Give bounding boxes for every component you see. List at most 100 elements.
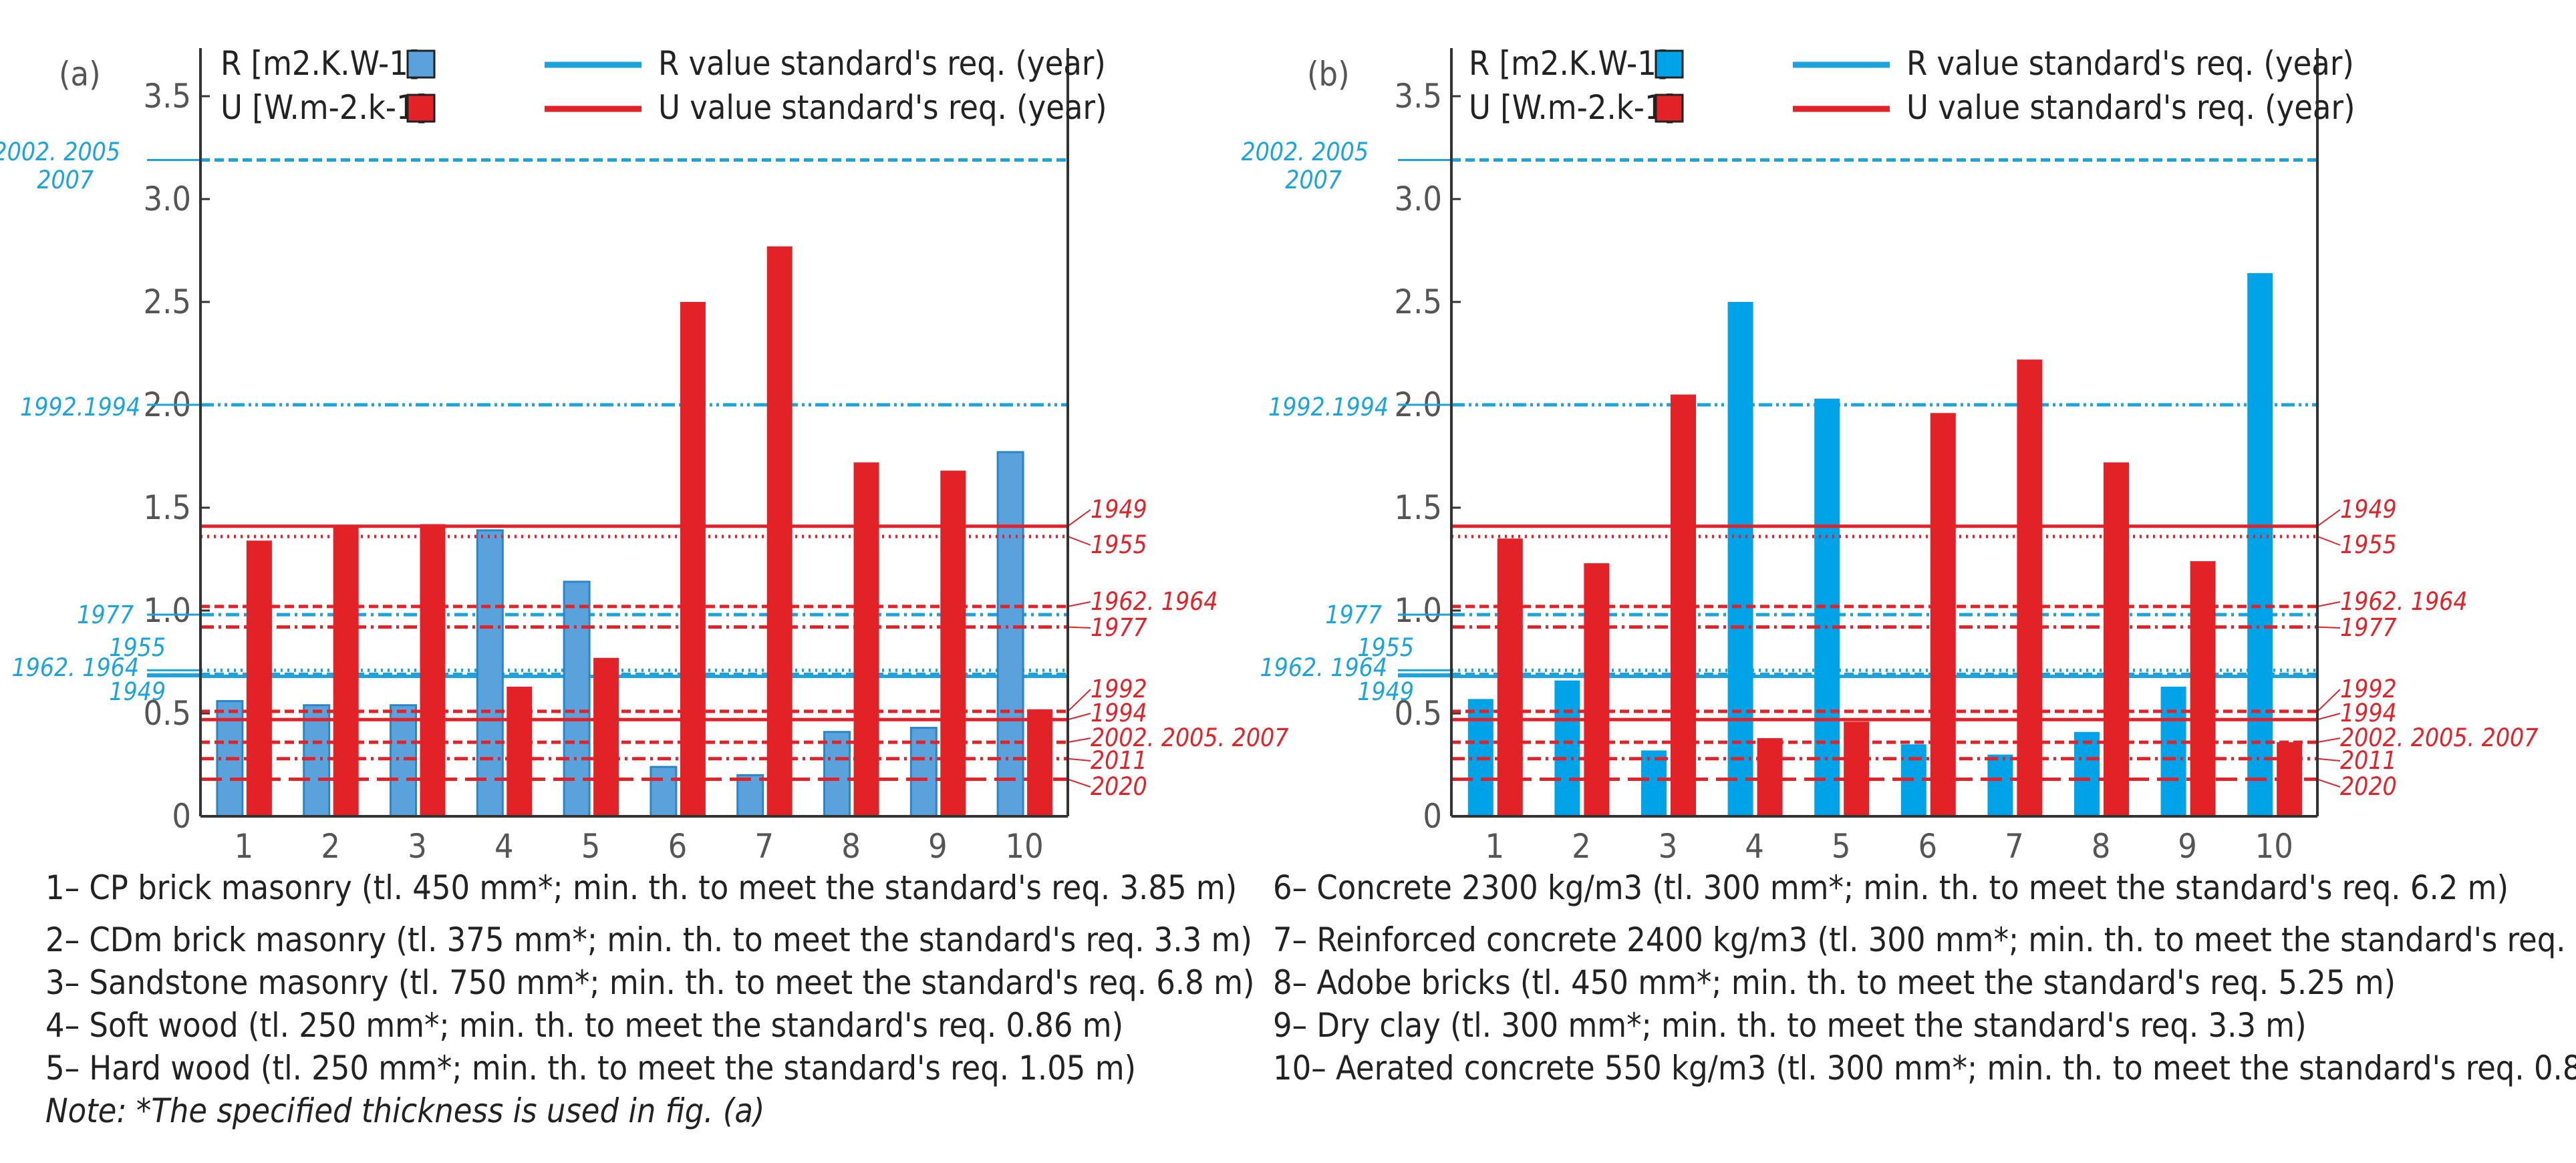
u-bar xyxy=(593,657,619,816)
panel-a: (a)00.51.01.52.02.53.03.51 2 3 4 5 6 7 8 9 101949… xyxy=(0,44,1288,866)
x-tick-label: 7 xyxy=(754,827,774,866)
legend-r-label: R [m2.K.W-1] xyxy=(221,44,420,83)
x-tick-label: 1 xyxy=(1485,827,1504,866)
y-tick-label: 1.5 xyxy=(143,488,191,527)
r-bar xyxy=(390,704,417,818)
u-bar xyxy=(420,524,446,816)
r-reference-label: 1977 xyxy=(77,601,134,629)
u-label-leader xyxy=(1067,509,1091,527)
x-tick-label: 4 xyxy=(494,827,514,866)
r-reference-label: 1955 xyxy=(1357,633,1414,662)
u-reference-label: 1992 xyxy=(2340,675,2397,703)
u-label-leader xyxy=(1067,689,1091,712)
r-reference-label: 1992.1994 xyxy=(20,393,140,422)
u-bar xyxy=(940,470,966,816)
u-reference-label: 1949 xyxy=(2340,495,2397,524)
r-bar xyxy=(2160,686,2186,816)
x-tick-label: 7 xyxy=(2005,827,2024,866)
u-reference-label: 1962. 1964 xyxy=(1091,587,1218,616)
panel-b: (b)00.51.01.52.02.53.03.51 2 3 4 5 6 7 8 9 101949… xyxy=(1241,44,2538,866)
u-reference-label: 1992 xyxy=(1091,675,1147,703)
u-label-leader xyxy=(1067,536,1091,546)
y-tick-label: 3.0 xyxy=(1394,180,1442,218)
legend-r-swatch xyxy=(406,49,436,79)
u-bar xyxy=(1027,709,1053,816)
r-bar xyxy=(1727,302,1753,816)
panel-label: (a) xyxy=(59,55,101,94)
legend-r-swatch xyxy=(1655,49,1684,79)
u-label-leader xyxy=(2317,713,2341,721)
legend: R [m2.K.W-1] U [W.m-2.k-1] R value standar… xyxy=(221,44,1107,127)
legend-r-req-label: R value standard's req. (year) xyxy=(1906,44,2354,83)
y-tick-label: 1.5 xyxy=(1394,488,1442,527)
panel-label: (b) xyxy=(1307,55,1350,94)
x-tick-label: 8 xyxy=(841,827,861,866)
y-tick-label: 2.5 xyxy=(1394,283,1442,321)
u-reference-label: 1955 xyxy=(2340,530,2397,559)
r-reference-label: 1955 xyxy=(109,633,166,662)
r-reference-label: 2002. 2005 xyxy=(1241,138,1369,166)
r-bar xyxy=(563,580,591,818)
x-tick-label: 2 xyxy=(1572,827,1591,866)
x-tick-label: 6 xyxy=(1918,827,1937,866)
x-tick-label: 5 xyxy=(1832,827,1851,866)
u-bar xyxy=(2190,561,2216,816)
u-bar xyxy=(2104,462,2129,816)
legend-u-label: U [W.m-2.k-1] xyxy=(221,88,427,127)
r-reference-label: 2007 xyxy=(1285,166,1342,194)
u-bar xyxy=(333,526,359,816)
u-label-leader xyxy=(2317,626,2341,629)
x-tick-label: 5 xyxy=(581,827,601,866)
x-tick-label: 4 xyxy=(1745,827,1764,866)
y-tick-label: 0 xyxy=(1423,797,1442,836)
u-reference-label: 2011 xyxy=(1091,746,1147,775)
r-reference-label: 1962. 1964 xyxy=(11,653,139,682)
u-label-leader xyxy=(1067,601,1091,607)
r-bar xyxy=(650,766,678,818)
u-reference-label: 1949 xyxy=(1091,495,1147,524)
r-reference-label: 1949 xyxy=(1357,677,1414,706)
r-bar xyxy=(476,529,504,818)
u-bar xyxy=(1757,737,1783,816)
u-reference-label: 1994 xyxy=(2340,699,2397,727)
r-bar xyxy=(1641,750,1667,816)
u-reference-label: 2002. 2005. 2007 xyxy=(1091,723,1288,752)
legend: R [m2.K.W-1] U [W.m-2.k-1] R value standar… xyxy=(1469,44,2355,127)
u-label-leader xyxy=(2317,601,2341,607)
r-reference-label: 1977 xyxy=(1325,601,1382,629)
legend-u-swatch xyxy=(1655,94,1684,123)
u-reference-label: 2002. 2005. 2007 xyxy=(2340,723,2538,752)
legend-u-req-label: U value standard's req. (year) xyxy=(658,88,1107,127)
u-reference-label: 2011 xyxy=(2340,746,2397,775)
u-reference-label: 2020 xyxy=(1091,772,1147,801)
legend-u-swatch xyxy=(406,94,436,123)
r-reference-label: 1962. 1964 xyxy=(1260,653,1387,682)
y-tick-label: 3.5 xyxy=(143,77,191,116)
u-label-leader xyxy=(1067,626,1091,629)
u-label-leader xyxy=(2317,509,2341,527)
u-label-leader xyxy=(2317,689,2341,712)
u-reference-label: 2020 xyxy=(2340,772,2397,801)
legend-u-label: U [W.m-2.k-1] xyxy=(1469,88,1675,127)
r-bar xyxy=(1554,680,1580,816)
x-tick-label: 9 xyxy=(928,827,948,866)
y-tick-label: 0 xyxy=(172,797,191,836)
y-tick-label: 0.5 xyxy=(143,694,191,733)
x-tick-label: 6 xyxy=(668,827,688,866)
legend-u-req-label: U value standard's req. (year) xyxy=(1906,88,2355,127)
x-tick-label: 8 xyxy=(2092,827,2111,866)
r-bar xyxy=(823,731,851,818)
r-reference-label: 1992.1994 xyxy=(1268,393,1389,422)
u-reference-label: 1962. 1964 xyxy=(2340,587,2468,616)
y-tick-label: 2.5 xyxy=(143,283,191,321)
u-label-leader xyxy=(2317,758,2341,762)
legend-r-label: R [m2.K.W-1] xyxy=(1469,44,1668,83)
u-bar xyxy=(1930,413,1956,816)
x-tick-label: 10 xyxy=(2255,827,2293,866)
u-label-leader xyxy=(2317,778,2341,788)
u-reference-label: 1977 xyxy=(1091,613,1147,642)
u-reference-label: 1955 xyxy=(1091,530,1147,559)
y-tick-label: 3.0 xyxy=(143,180,191,218)
r-bar xyxy=(1987,754,2013,816)
r-bar xyxy=(736,774,764,818)
